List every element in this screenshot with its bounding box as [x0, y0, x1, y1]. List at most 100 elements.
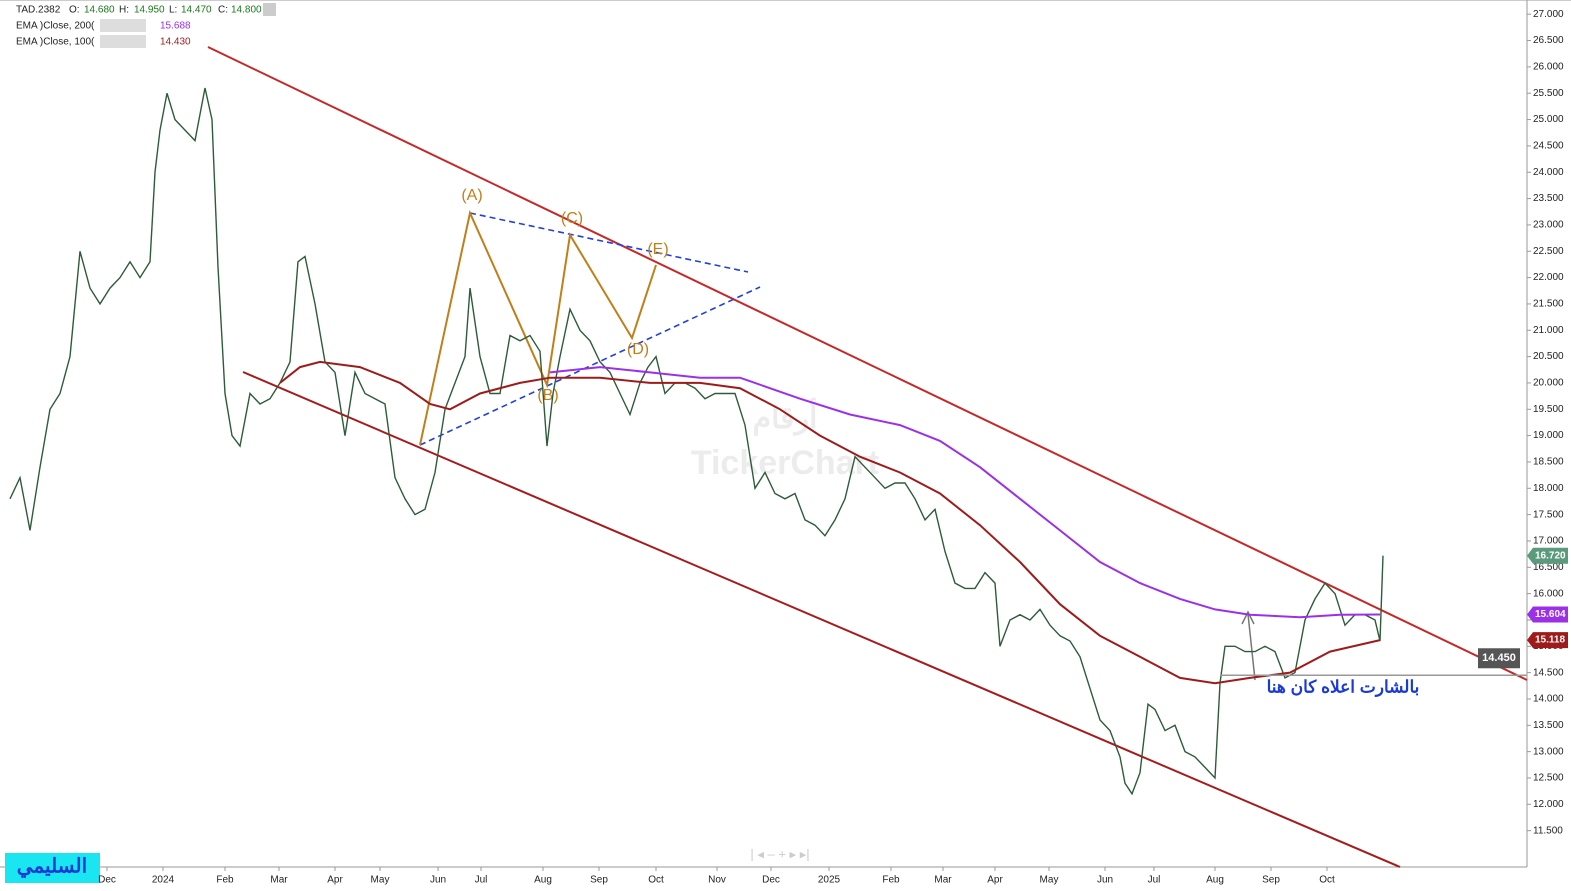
ema-line [549, 366, 1381, 619]
y-tick-label: 24.000 [1533, 167, 1564, 178]
y-tick-label: 14.500 [1533, 667, 1564, 678]
y-tick-label: 20.000 [1533, 378, 1564, 389]
symbol: TAD.2382 [16, 5, 61, 16]
x-tick-label: Dec [762, 875, 780, 886]
menu-button[interactable] [263, 3, 276, 16]
ohlc-label: H: [119, 5, 129, 16]
lower-channel [242, 371, 1401, 868]
x-tick-label: Feb [882, 875, 900, 886]
ema-line [279, 360, 1381, 685]
y-tick-label: 21.500 [1533, 299, 1564, 310]
wave-label: (E) [647, 241, 668, 258]
x-tick-label: Oct [648, 875, 664, 886]
y-tick-label: 16.500 [1533, 562, 1564, 573]
annotation-arrow [1247, 613, 1256, 681]
ohlc-label: O: [69, 5, 80, 16]
y-tick-label: 16.000 [1533, 588, 1564, 599]
price-tag [1527, 632, 1568, 649]
y-tick-label: 27.000 [1533, 9, 1564, 20]
y-tick-label: 23.500 [1533, 193, 1564, 204]
y-tick-label: 26.500 [1533, 35, 1564, 46]
x-tick-label: Jun [1097, 875, 1113, 886]
level-label: 14.450 [1482, 652, 1516, 664]
x-tick-label: Jun [430, 875, 446, 886]
y-tick-label: 20.500 [1533, 351, 1564, 362]
x-tick-label: May [371, 875, 390, 886]
ohlc-label: C: [218, 5, 228, 16]
wave-label: (A) [461, 187, 482, 204]
annotation: بالشارت اعلاه كان هنا [1267, 677, 1420, 697]
x-tick-label: Nov [708, 875, 726, 886]
arrow-head [1241, 610, 1255, 625]
x-tick-label: Oct [1319, 875, 1335, 886]
header: TAD.2382 O: 14.680 H: 14.950 L: 14.470 C… [16, 3, 276, 48]
price-tag-label: 15.604 [1535, 609, 1566, 620]
y-tick-label: 26.000 [1533, 62, 1564, 73]
y-tick-label: 17.000 [1533, 536, 1564, 547]
y-tick-label: 23.000 [1533, 220, 1564, 231]
wave-label: (D) [627, 341, 649, 358]
x-tick-label: May [1040, 875, 1059, 886]
indicator-name: EMA )Close, 200( [16, 21, 95, 32]
drawings [207, 46, 1528, 868]
y-tick-label: 22.500 [1533, 246, 1564, 257]
x-tick-label: Apr [327, 875, 343, 886]
x-tick-label: Mar [934, 875, 952, 886]
upper-channel [207, 46, 1528, 681]
y-tick-label: 25.000 [1533, 114, 1564, 125]
x-tick-label: Apr [987, 875, 1003, 886]
x-tick-label: Sep [1262, 875, 1280, 886]
y-tick-label: 22.000 [1533, 272, 1564, 283]
x-tick-label: Jul [475, 875, 488, 886]
price-tag-label: 16.720 [1535, 550, 1566, 561]
y-tick-label: 12.000 [1533, 799, 1564, 810]
x-tick-label: Sep [590, 875, 608, 886]
level-box [1478, 648, 1520, 669]
y-tick-label: 19.500 [1533, 404, 1564, 415]
indicator-buttons[interactable] [100, 19, 146, 32]
price-line [9, 87, 1384, 796]
ohlc-label: L: [169, 5, 177, 16]
x-tick-label: 2024 [152, 875, 175, 886]
ohlc-value: 14.680 [84, 5, 115, 16]
indicator-buttons[interactable] [100, 35, 146, 48]
toolbar[interactable]: | ◂ – + ▸ ▸| [750, 846, 809, 861]
x-tick-label: Aug [534, 875, 552, 886]
watermark-ar: أرقام [753, 397, 818, 436]
ohlc-value: 14.470 [181, 5, 212, 16]
y-tick-label: 18.500 [1533, 457, 1564, 468]
wave-label: (C) [561, 210, 583, 227]
x-tick-label: 2025 [818, 875, 841, 886]
wave-label: (B) [537, 387, 558, 404]
indicator-value: 14.430 [160, 37, 191, 48]
y-tick-label: 12.500 [1533, 773, 1564, 784]
y-tick-label: 13.500 [1533, 720, 1564, 731]
ohlc-value: 14.950 [134, 5, 165, 16]
indicator-value: 15.688 [160, 21, 191, 32]
price-tag [1527, 606, 1568, 623]
y-tick-label: 18.000 [1533, 483, 1564, 494]
price-tag-label: 15.118 [1535, 635, 1565, 646]
y-tick-label: 21.000 [1533, 325, 1564, 336]
logo-box [5, 853, 100, 883]
indicator-name: EMA )Close, 100( [16, 37, 95, 48]
y-tick-label: 14.000 [1533, 694, 1564, 705]
x-tick-label: Aug [1206, 875, 1224, 886]
y-tick-label: 24.500 [1533, 141, 1564, 152]
x-tick-label: Dec [98, 875, 116, 886]
y-tick-label: 17.500 [1533, 509, 1564, 520]
price-tag [1527, 547, 1568, 564]
ohlc-value: 14.800 [231, 5, 262, 16]
triangle-bottom [419, 286, 761, 446]
logo: السليمي [17, 855, 87, 878]
x-tick-label: Jul [1148, 875, 1161, 886]
x-tick-label: Feb [216, 875, 234, 886]
y-tick-label: 13.000 [1533, 746, 1564, 757]
triangle-top [469, 212, 749, 273]
wave-pattern [419, 209, 657, 446]
x-tick-label: Mar [270, 875, 288, 886]
y-tick-label: 25.500 [1533, 88, 1564, 99]
y-tick-label: 19.000 [1533, 430, 1564, 441]
